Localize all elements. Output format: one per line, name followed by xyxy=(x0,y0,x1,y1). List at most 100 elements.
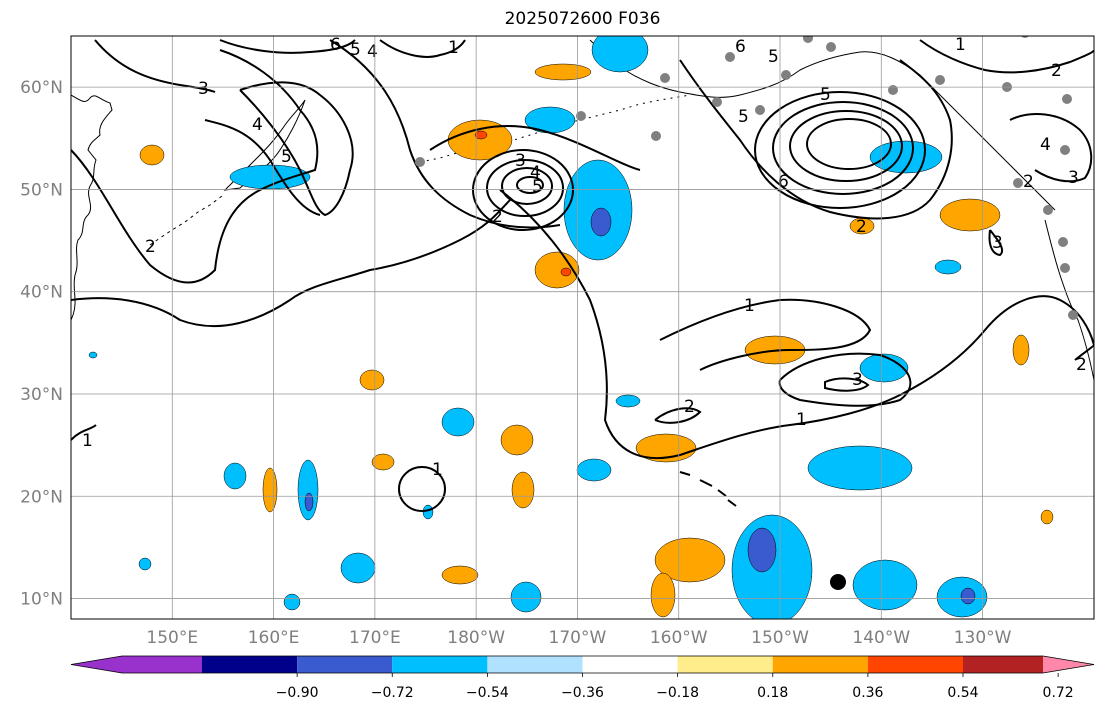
contour-line xyxy=(754,91,926,209)
contour-line xyxy=(1009,113,1093,183)
contour-line xyxy=(429,125,641,171)
map-frame xyxy=(70,35,1095,620)
colorbar-tick-label: 0.54 xyxy=(947,685,978,701)
contour-label: 5 xyxy=(738,107,749,127)
contour-line xyxy=(219,39,356,54)
colorbar-segment xyxy=(772,656,868,673)
graticule xyxy=(71,36,1094,619)
contour-line xyxy=(379,39,466,58)
anomaly-patch xyxy=(441,407,475,437)
anomaly-patch xyxy=(138,557,152,571)
contour-label: 3 xyxy=(992,233,1003,253)
longitude-tick-label: 170°E xyxy=(349,628,401,648)
contour-label: 4 xyxy=(367,42,378,62)
kuril-islands xyxy=(149,195,223,246)
contour-label: 3 xyxy=(852,370,863,390)
latitude-tick-label: 60°N xyxy=(20,78,63,98)
anomaly-patch xyxy=(960,587,976,605)
anomaly-patch xyxy=(262,467,278,513)
contour-label: 5 xyxy=(532,177,543,197)
anomaly-patch xyxy=(500,424,534,456)
longitude-tick-label: 140°W xyxy=(852,628,910,648)
contour-label: 1 xyxy=(432,460,443,480)
anomaly-patch xyxy=(590,207,612,237)
station-dot xyxy=(803,36,813,43)
contour-line xyxy=(71,199,511,328)
contour-label: 4 xyxy=(1040,135,1051,155)
anomaly-patch xyxy=(510,581,542,613)
anomaly-patch xyxy=(223,462,247,490)
anomaly-patch xyxy=(1040,509,1054,525)
longitude-labels: 150°E 160°E 170°E 180°W 170°W 160°W 150°W 140°W… xyxy=(146,628,1011,648)
anomaly-patch xyxy=(139,144,165,166)
latitude-tick-label: 50°N xyxy=(20,180,63,200)
station-dot xyxy=(712,97,722,107)
longitude-tick-label: 180°W xyxy=(447,628,505,648)
anomaly-patch xyxy=(534,63,592,81)
contour-line xyxy=(772,101,914,195)
contour-label: 2 xyxy=(145,237,156,257)
colorbar-segment xyxy=(1043,656,1094,673)
contour-line xyxy=(824,377,870,392)
contour-label: 6 xyxy=(778,172,789,192)
colorbar-tick-label: 0.36 xyxy=(852,685,883,701)
station-dot xyxy=(576,111,586,121)
contour-line xyxy=(778,352,912,407)
contour-line xyxy=(71,424,97,441)
contour-label: 6 xyxy=(330,35,341,55)
colorbar-tick-label: −0.54 xyxy=(466,685,509,701)
contour-line xyxy=(516,176,544,194)
colorbar-tick-label: −0.72 xyxy=(371,685,414,701)
station-dot xyxy=(781,70,791,80)
colorbar-segment xyxy=(582,656,678,673)
anomaly-patch xyxy=(807,445,913,491)
contour-line xyxy=(659,298,872,371)
colorbar-segment xyxy=(867,656,963,673)
contour-label: 6 xyxy=(735,37,746,57)
contour-label: 1 xyxy=(955,35,966,55)
anomaly-patch xyxy=(304,492,314,512)
contour-line xyxy=(499,189,1094,460)
anomaly-patch xyxy=(731,514,813,619)
anomaly-patch xyxy=(576,458,612,482)
contour-line xyxy=(919,39,1094,74)
contour-label: 1 xyxy=(796,410,807,430)
station-dot xyxy=(415,157,425,167)
anomaly-patch xyxy=(371,453,395,471)
colorbar-segment xyxy=(71,656,202,673)
storm-center-marker xyxy=(830,574,846,590)
longitude-tick-label: 170°W xyxy=(549,628,607,648)
station-dot xyxy=(1068,310,1078,320)
longitude-tick-label: 160°E xyxy=(248,628,300,648)
contour-line xyxy=(94,39,216,93)
anomaly-patch xyxy=(615,394,641,408)
map-area: 3 4 5 6 5 4 1 2 3 4 5 2 6 5 5 5 6 2 1 3 … xyxy=(71,35,1094,619)
station-dot xyxy=(888,85,898,95)
anomaly-patch xyxy=(359,369,385,391)
station-dot xyxy=(651,131,661,141)
contour-label: 1 xyxy=(448,38,459,58)
map-title: 2025072600 F036 xyxy=(504,9,661,29)
colorbar-tick-label: −0.18 xyxy=(656,685,699,701)
anomaly-patch xyxy=(229,164,311,190)
contour-line xyxy=(472,149,574,231)
colorbar-tick-label: −0.36 xyxy=(561,685,604,701)
hawaiian-islands xyxy=(679,471,737,507)
contour-line xyxy=(329,39,561,229)
colorbar-outline xyxy=(70,655,1095,674)
colorbar-tick-label: −0.90 xyxy=(276,685,319,701)
anomaly-patch xyxy=(560,267,572,277)
anomaly-patch xyxy=(283,593,301,611)
station-dot xyxy=(826,42,836,52)
station-dot xyxy=(1043,205,1053,215)
contour-labels: 3 4 5 6 5 4 1 2 3 4 5 2 6 5 5 5 6 2 1 3 … xyxy=(82,35,1087,480)
colorbar-segment xyxy=(202,656,298,673)
longitude-tick-label: 160°W xyxy=(650,628,708,648)
contour-label: 2 xyxy=(1076,355,1087,375)
asia-coastline xyxy=(71,94,113,321)
contour-label: 2 xyxy=(856,217,867,237)
colorbar-segment xyxy=(487,656,583,673)
colorbar-segment xyxy=(677,656,773,673)
contour-label: 1 xyxy=(82,431,93,451)
